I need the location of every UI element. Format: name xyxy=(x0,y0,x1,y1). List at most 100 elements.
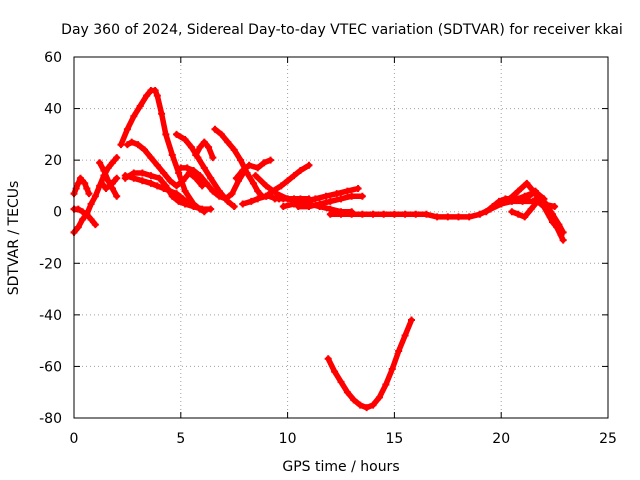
data-point xyxy=(104,164,112,172)
data-point xyxy=(108,159,116,167)
x-tick-label: 15 xyxy=(385,431,403,447)
data-point xyxy=(130,112,138,120)
data-point xyxy=(536,192,544,200)
data-point xyxy=(465,213,473,221)
data-point xyxy=(207,205,215,213)
data-point xyxy=(183,164,191,172)
data-point xyxy=(123,125,131,133)
data-point xyxy=(175,197,183,205)
series-arc-6 xyxy=(118,87,208,215)
y-tick-label: -80 xyxy=(39,411,62,427)
data-point xyxy=(96,159,104,167)
data-point xyxy=(542,200,550,208)
data-point xyxy=(294,203,302,211)
data-point xyxy=(508,208,516,216)
data-point xyxy=(104,177,112,185)
data-point xyxy=(175,169,183,177)
data-point xyxy=(153,182,161,190)
data-point xyxy=(358,192,366,200)
data-point xyxy=(100,166,108,174)
data-point xyxy=(333,190,341,198)
data-point xyxy=(187,143,195,151)
data-point xyxy=(196,172,204,180)
data-point xyxy=(81,179,89,187)
data-point xyxy=(401,210,409,218)
y-tick-label: 0 xyxy=(53,205,62,221)
data-point xyxy=(222,195,230,203)
data-point xyxy=(254,195,262,203)
data-point xyxy=(181,200,189,208)
data-point xyxy=(262,182,270,190)
series-arc-20 xyxy=(325,317,415,411)
data-point xyxy=(375,393,383,401)
data-point xyxy=(91,192,99,200)
data-point xyxy=(113,192,121,200)
data-point xyxy=(200,138,208,146)
data-point xyxy=(232,174,240,182)
data-point xyxy=(168,192,176,200)
data-point xyxy=(290,172,298,180)
y-axis-label: SDTVAR / TECUs xyxy=(6,181,22,296)
data-point xyxy=(356,401,364,409)
data-point xyxy=(211,125,219,133)
data-point xyxy=(260,159,268,167)
data-point xyxy=(98,179,106,187)
data-point xyxy=(388,365,396,373)
data-point xyxy=(121,174,129,182)
data-point xyxy=(79,215,87,223)
data-point xyxy=(519,195,527,203)
data-point xyxy=(337,195,345,203)
data-point xyxy=(326,210,334,218)
data-point xyxy=(337,210,345,218)
data-point xyxy=(91,221,99,229)
data-point xyxy=(130,169,138,177)
data-point xyxy=(224,138,232,146)
data-point xyxy=(153,161,161,169)
data-point xyxy=(237,156,245,164)
series-arc-7 xyxy=(122,172,193,207)
data-point xyxy=(173,190,181,198)
data-point xyxy=(207,174,215,182)
data-point xyxy=(190,166,198,174)
data-point xyxy=(147,172,155,180)
data-point xyxy=(380,210,388,218)
data-point xyxy=(202,179,210,187)
data-point xyxy=(350,396,358,404)
data-point xyxy=(247,197,255,205)
data-point xyxy=(267,156,275,164)
data-point xyxy=(369,401,377,409)
data-point xyxy=(407,316,415,324)
data-point xyxy=(331,368,339,376)
data-point xyxy=(155,174,163,182)
data-point xyxy=(147,179,155,187)
data-point xyxy=(559,228,567,236)
data-point xyxy=(102,185,110,193)
data-point xyxy=(506,195,514,203)
data-point xyxy=(215,192,223,200)
data-point xyxy=(555,221,563,229)
data-point xyxy=(343,187,351,195)
x-tick-label: 0 xyxy=(70,431,79,447)
data-point xyxy=(412,210,420,218)
data-point xyxy=(523,179,531,187)
data-point xyxy=(252,172,260,180)
data-point xyxy=(181,136,189,144)
data-point xyxy=(230,203,238,211)
data-point xyxy=(209,154,217,162)
data-point xyxy=(151,87,159,95)
data-point xyxy=(273,190,281,198)
data-point xyxy=(179,177,187,185)
data-point xyxy=(239,166,247,174)
y-tick-label: -40 xyxy=(39,308,62,324)
y-tick-label: 60 xyxy=(44,50,62,66)
x-tick-label: 5 xyxy=(176,431,185,447)
data-point xyxy=(85,190,93,198)
data-point xyxy=(196,143,204,151)
data-point xyxy=(162,130,170,138)
data-point xyxy=(497,200,505,208)
data-point xyxy=(209,187,217,195)
data-point xyxy=(143,92,151,100)
data-point xyxy=(153,92,161,100)
data-point xyxy=(521,213,529,221)
